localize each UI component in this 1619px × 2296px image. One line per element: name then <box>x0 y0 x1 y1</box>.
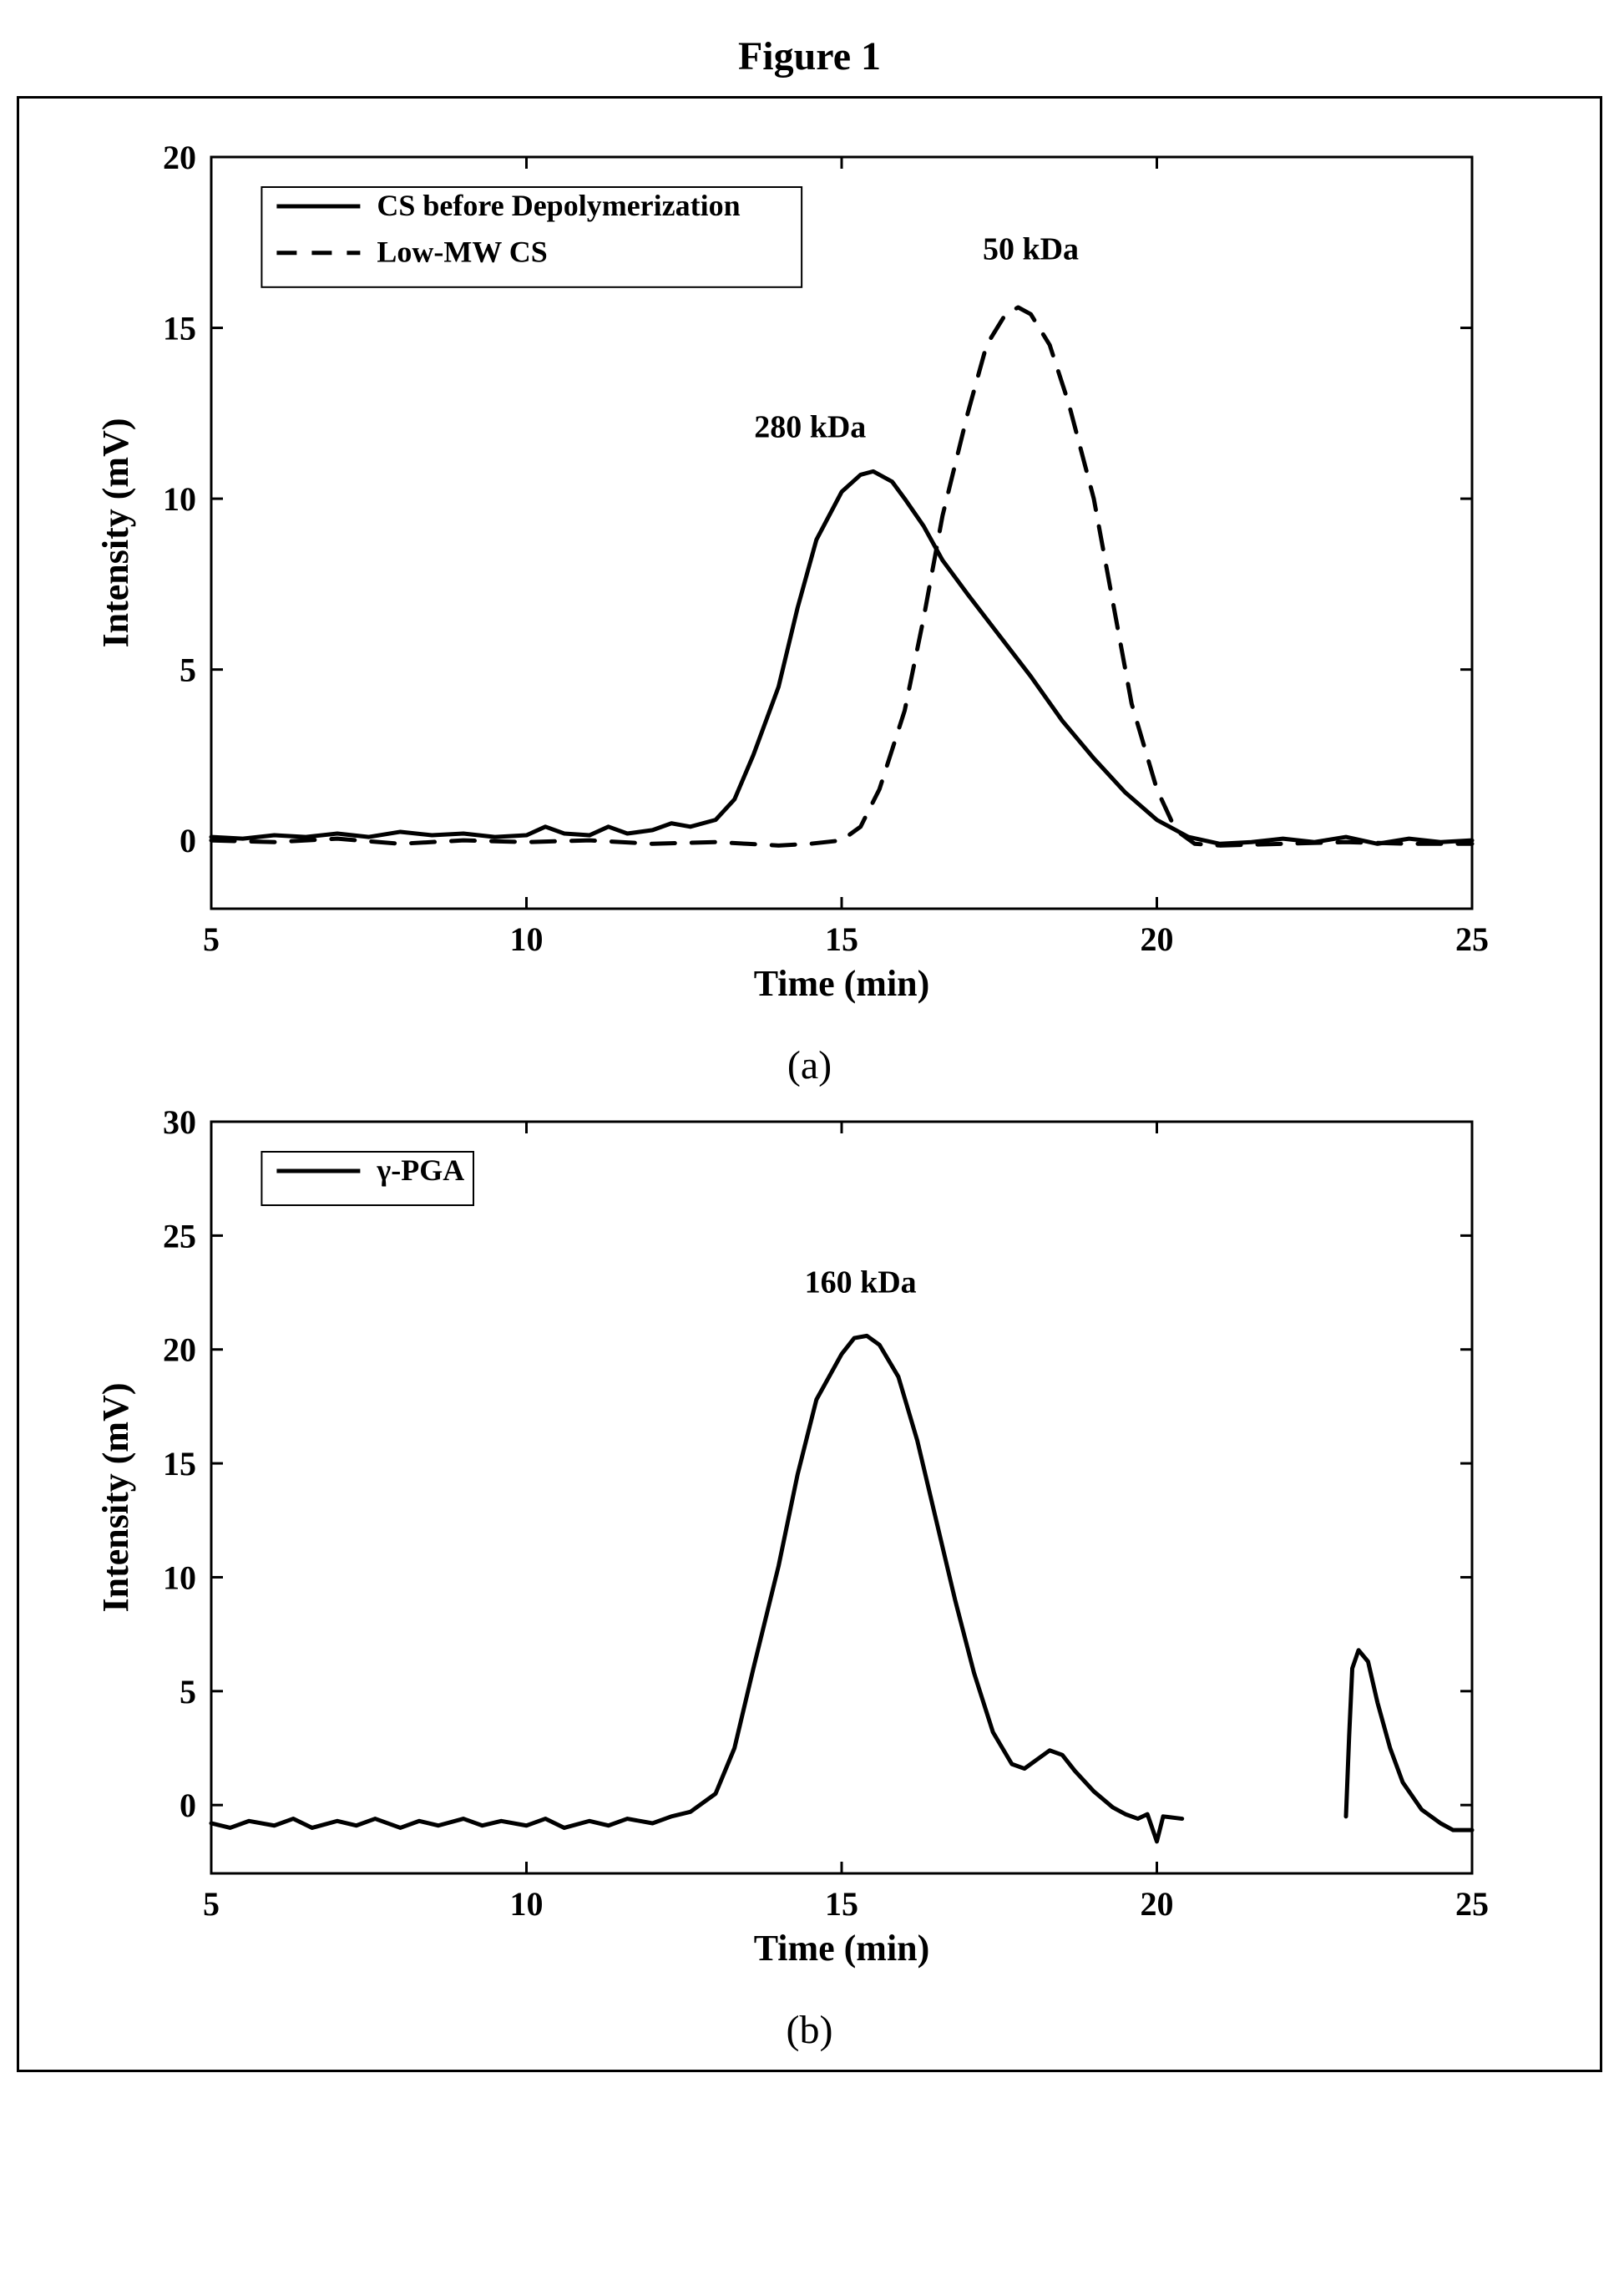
svg-text:Time (min): Time (min) <box>754 963 930 1004</box>
svg-text:10: 10 <box>163 480 196 518</box>
svg-text:15: 15 <box>825 920 858 958</box>
svg-text:10: 10 <box>163 1559 196 1596</box>
svg-text:5: 5 <box>203 1885 220 1923</box>
svg-text:25: 25 <box>1455 920 1489 958</box>
svg-text:CS before Depolymerization: CS before Depolymerization <box>377 189 740 222</box>
figure-title: Figure 1 <box>17 33 1602 79</box>
chart-b-svg: 5 10 15 20 25 0 5 10 15 20 25 30 Time (min) Intensity… <box>53 1088 1522 2007</box>
chart-a-svg: 5 10 15 20 25 0 5 10 15 20 Time (min) Intensity (mV… <box>53 124 1522 1042</box>
svg-text:15: 15 <box>163 1445 196 1483</box>
svg-text:Intensity (mV): Intensity (mV) <box>95 1383 136 1613</box>
svg-text:5: 5 <box>203 920 220 958</box>
svg-text:30: 30 <box>163 1103 196 1141</box>
svg-text:0: 0 <box>180 822 196 859</box>
subplot-label-a: (a) <box>53 1042 1566 1088</box>
svg-text:Low-MW CS: Low-MW CS <box>377 236 547 269</box>
svg-text:5: 5 <box>180 1673 196 1711</box>
svg-text:50 kDa: 50 kDa <box>983 232 1079 267</box>
svg-text:γ-PGA: γ-PGA <box>376 1153 464 1187</box>
svg-text:20: 20 <box>163 139 196 176</box>
svg-text:25: 25 <box>1455 1885 1489 1923</box>
svg-text:20: 20 <box>163 1331 196 1369</box>
figure-frame: 5 10 15 20 25 0 5 10 15 20 Time (min) Intensity (mV… <box>17 96 1602 2072</box>
chart-a: 5 10 15 20 25 0 5 10 15 20 Time (min) Intensity (mV… <box>53 124 1566 1088</box>
svg-text:0: 0 <box>180 1787 196 1824</box>
subplot-label-b: (b) <box>53 2007 1566 2053</box>
svg-text:5: 5 <box>180 651 196 689</box>
svg-text:10: 10 <box>510 920 544 958</box>
chart-b: 5 10 15 20 25 0 5 10 15 20 25 30 Time (min) Intensity… <box>53 1088 1566 2053</box>
svg-text:280 kDa: 280 kDa <box>754 409 866 444</box>
svg-text:15: 15 <box>825 1885 858 1923</box>
svg-text:Intensity (mV): Intensity (mV) <box>95 418 136 648</box>
svg-text:160 kDa: 160 kDa <box>805 1265 917 1300</box>
svg-text:20: 20 <box>1141 920 1174 958</box>
svg-text:15: 15 <box>163 310 196 347</box>
svg-text:Time (min): Time (min) <box>754 1928 930 1969</box>
svg-text:25: 25 <box>163 1217 196 1254</box>
svg-text:20: 20 <box>1141 1885 1174 1923</box>
svg-text:10: 10 <box>510 1885 544 1923</box>
